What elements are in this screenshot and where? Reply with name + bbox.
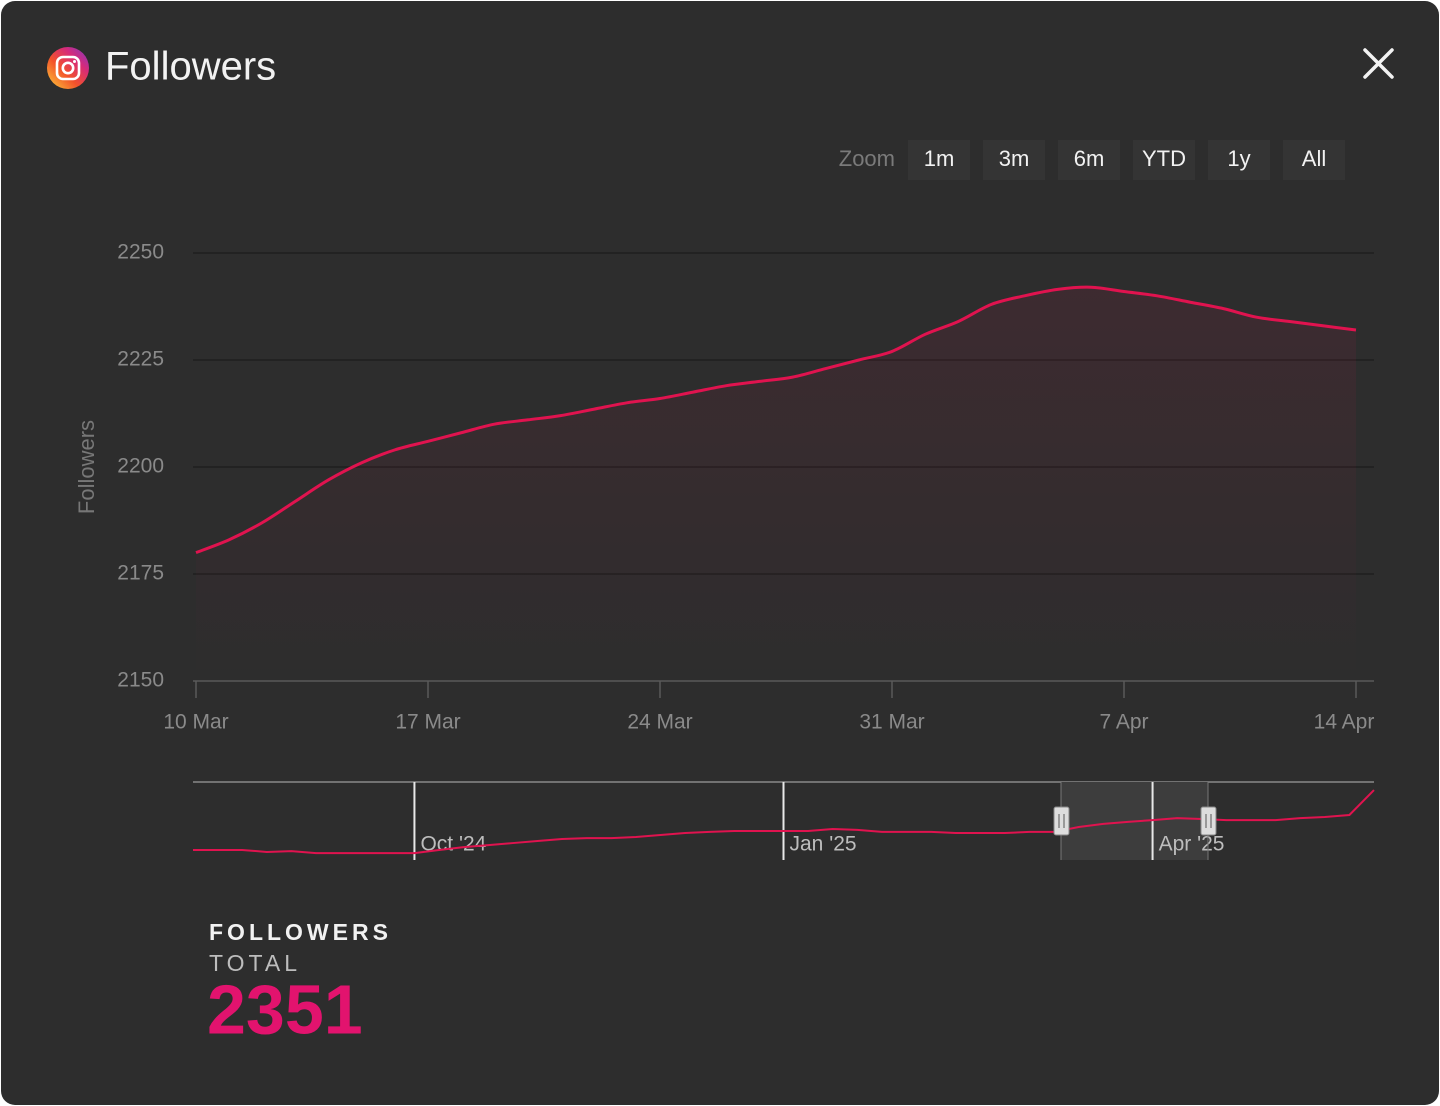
summary-title: FOLLOWERS (209, 919, 392, 945)
navigator-handles[interactable] (1053, 782, 1217, 860)
navigator-label: Oct '24 (420, 833, 486, 856)
close-button[interactable] (1355, 41, 1401, 87)
zoom-button[interactable]: 6m (1058, 140, 1120, 180)
navigator-label: Jan '25 (790, 833, 857, 856)
navigator-label: Apr '25 (1159, 833, 1225, 856)
zoom-button-label[interactable]: 1y (1227, 146, 1250, 171)
summary-subtitle: TOTAL (209, 950, 301, 976)
zoom-button-label[interactable]: All (1302, 146, 1326, 171)
x-tick-label: 31 Mar (859, 711, 924, 734)
summary-value: 2351 (207, 970, 363, 1048)
x-tick-label: 14 Apr (1314, 711, 1375, 734)
navigator-line (193, 789, 1375, 855)
zoom-button[interactable]: 1y (1208, 140, 1270, 180)
y-tick-label: 2200 (117, 455, 164, 478)
x-tick-label: 24 Mar (627, 711, 692, 734)
zoom-button-bg[interactable] (908, 140, 970, 180)
zoom-button-label[interactable]: 6m (1074, 146, 1105, 171)
y-tick-label: 2150 (117, 669, 164, 692)
instagram-icon (47, 47, 89, 89)
x-tick-label: 7 Apr (1099, 711, 1148, 734)
zoom-button-bg[interactable] (983, 140, 1045, 180)
zoom-button-label[interactable]: 3m (999, 146, 1030, 171)
zoom-button[interactable]: All (1283, 140, 1345, 180)
zoom-button[interactable]: YTD (1133, 140, 1195, 180)
area-fill (196, 287, 1356, 681)
zoom-button[interactable]: 3m (983, 140, 1045, 180)
zoom-button-bg[interactable] (1283, 140, 1345, 180)
y-tick-label: 2250 (117, 241, 164, 264)
zoom-button-label[interactable]: YTD (1142, 146, 1186, 171)
zoom-button[interactable]: 1m (908, 140, 970, 180)
zoom-button-bg[interactable] (1208, 140, 1270, 180)
zoom-label: Zoom (839, 146, 895, 171)
series-line (195, 285, 1357, 554)
panel-title: Followers (105, 45, 276, 89)
x-tick-label: 17 Mar (395, 711, 460, 734)
zoom-button-bg[interactable] (1058, 140, 1120, 180)
zoom-button-label[interactable]: 1m (924, 146, 955, 171)
zoom-button-bg[interactable] (1133, 140, 1195, 180)
y-axis-title: Followers (74, 420, 99, 514)
x-tick-label: 10 Mar (163, 711, 228, 734)
y-tick-label: 2175 (117, 562, 164, 585)
y-tick-label: 2225 (117, 348, 164, 371)
